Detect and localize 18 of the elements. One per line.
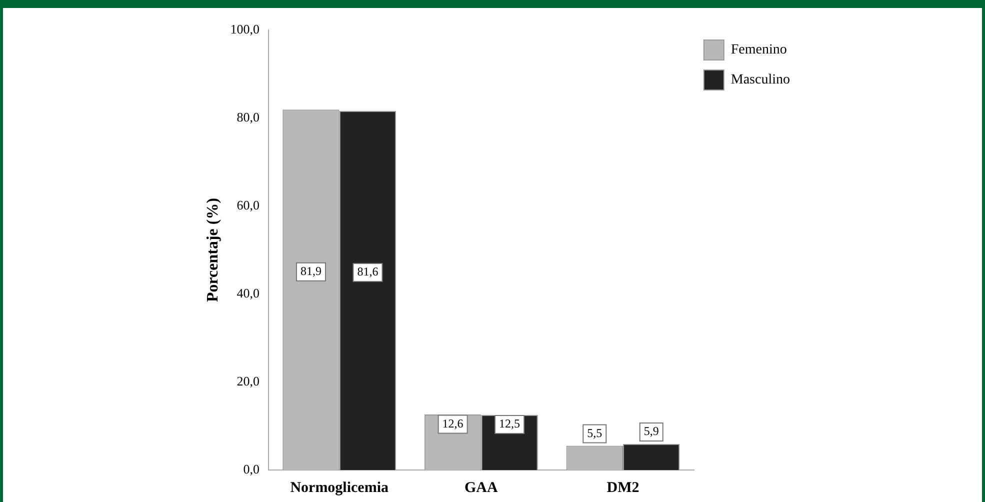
data-label: 5,5 <box>587 426 602 440</box>
legend-label: Femenino <box>730 42 787 58</box>
x-tick-label: GAA <box>464 480 498 496</box>
y-tick-label: 100,0 <box>230 21 260 36</box>
y-tick-label: 80,0 <box>236 109 260 124</box>
y-tick-label: 40,0 <box>236 285 260 300</box>
x-tick-label: Normoglicemia <box>290 480 389 496</box>
data-label: 81,9 <box>300 264 322 278</box>
legend-label: Masculino <box>730 72 790 88</box>
x-tick-label: DM2 <box>606 480 640 496</box>
y-axis-title: Porcentaje (%) <box>204 198 222 302</box>
y-tick-label: 60,0 <box>236 197 260 212</box>
data-label: 12,6 <box>442 416 464 430</box>
y-tick-label: 0,0 <box>243 461 260 476</box>
y-tick-label: 20,0 <box>236 373 260 388</box>
data-label: 5,9 <box>644 424 659 438</box>
data-label: 81,6 <box>357 264 378 279</box>
data-label: 12,5 <box>499 416 520 431</box>
